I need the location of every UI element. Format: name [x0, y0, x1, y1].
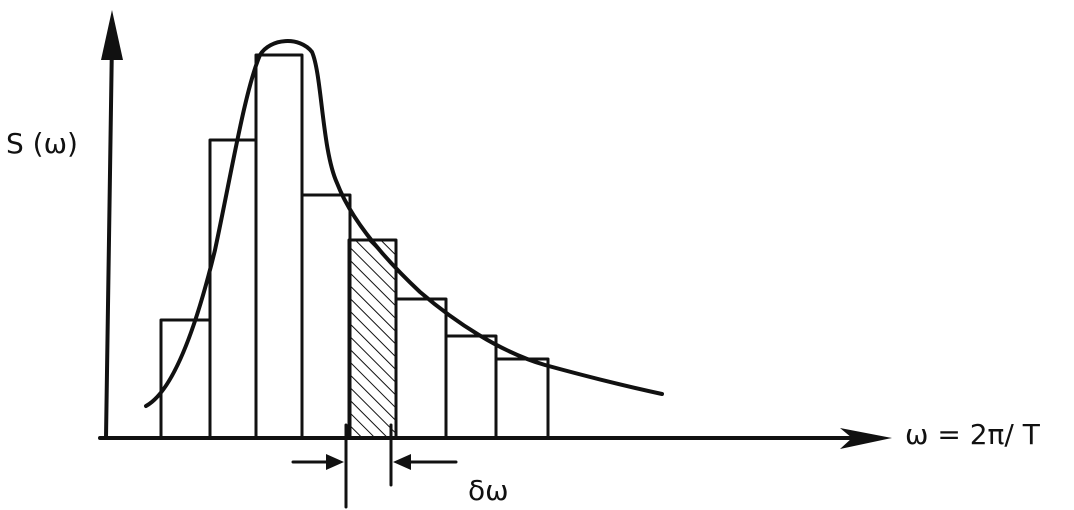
left-pointer-arrowhead	[326, 454, 344, 470]
y-axis-label: S (ω)	[6, 127, 78, 160]
bin-7	[444, 334, 498, 440]
bin-3	[254, 53, 304, 440]
right-pointer-arrowhead	[393, 454, 411, 470]
y-axis	[101, 10, 123, 440]
x-axis-arrowhead	[840, 428, 892, 449]
x-axis-label: ω = 2π/ T	[905, 418, 1040, 451]
bin-8	[494, 357, 550, 440]
x-axis	[98, 428, 892, 449]
spectrum-curve	[144, 39, 664, 408]
bin-width-marker	[291, 423, 458, 509]
bin-4	[300, 193, 352, 440]
bin-6	[394, 297, 448, 440]
y-axis-arrowhead	[101, 10, 123, 60]
bin-2	[208, 138, 258, 440]
bin-width-label: δω	[468, 474, 509, 507]
spectrum-bins	[159, 53, 550, 440]
hatched-bin	[349, 240, 396, 438]
